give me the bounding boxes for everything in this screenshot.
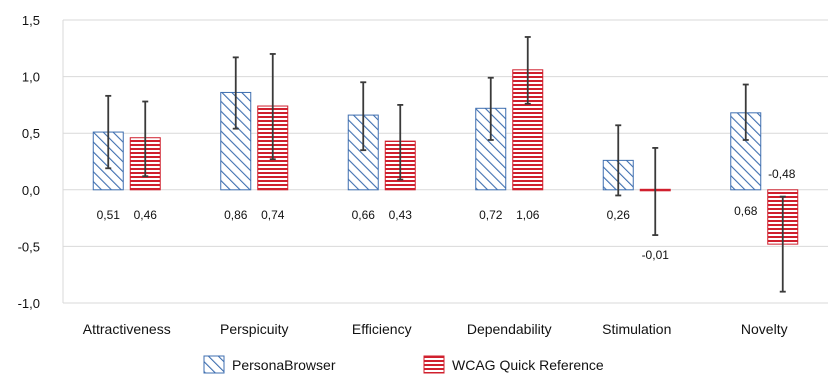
legend-swatch-wcag-quick-reference [423, 355, 445, 374]
error-bar-wcag-quick-reference-stimulation [652, 147, 659, 236]
data-label-personabrowser-stimulation: 0,26 [607, 208, 631, 222]
error-bar-personabrowser-novelty [742, 83, 749, 141]
data-label-wcag-quick-reference-stimulation: -0,01 [642, 248, 670, 262]
data-label-wcag-quick-reference-attractiveness: 0,46 [134, 208, 158, 222]
error-bar-personabrowser-stimulation [615, 124, 622, 197]
data-label-personabrowser-perspicuity: 0,86 [224, 208, 248, 222]
x-category-label-novelty: Novelty [741, 321, 788, 337]
error-bar-personabrowser-dependability [487, 76, 494, 141]
legend-swatch-personabrowser [203, 355, 225, 374]
data-label-wcag-quick-reference-novelty: -0,48 [768, 167, 796, 181]
data-label-personabrowser-novelty: 0,68 [734, 204, 758, 218]
x-category-label-efficiency: Efficiency [352, 321, 412, 337]
grid [62, 19, 828, 304]
legend: PersonaBrowser WCAG Quick Reference [203, 355, 604, 374]
x-category-label-perspicuity: Perspicuity [220, 321, 288, 337]
y-tick-label: 0,0 [22, 183, 40, 198]
bar-wcag-quick-reference-dependability [512, 69, 544, 191]
bars [92, 69, 799, 245]
data-label-personabrowser-attractiveness: 0,51 [97, 208, 121, 222]
error-bar-wcag-quick-reference-novelty [779, 195, 786, 293]
error-bar-wcag-quick-reference-attractiveness [142, 100, 149, 178]
error-bar-personabrowser-perspicuity [232, 56, 239, 130]
y-tick-label: 1,0 [22, 70, 40, 85]
x-category-label-dependability: Dependability [467, 321, 552, 337]
data-label-personabrowser-dependability: 0,72 [479, 208, 503, 222]
error-bars [105, 36, 786, 293]
x-category-label-attractiveness: Attractiveness [83, 321, 171, 337]
error-bar-wcag-quick-reference-perspicuity [269, 53, 276, 161]
y-tick-label: 0,5 [22, 126, 40, 141]
y-tick-label: 1,5 [22, 13, 40, 28]
data-label-wcag-quick-reference-dependability: 1,06 [516, 208, 540, 222]
x-category-label-stimulation: Stimulation [602, 321, 671, 337]
error-bar-personabrowser-efficiency [360, 81, 367, 152]
data-label-personabrowser-efficiency: 0,66 [352, 208, 376, 222]
legend-label-wcag-quick-reference: WCAG Quick Reference [452, 357, 604, 373]
x-axis-categories: Attractiveness Perspicuity Efficiency Depen… [83, 321, 788, 337]
data-labels: 0,51 0,46 0,86 0,74 0,66 0,43 0,72 1,06 0,26 -0,0… [97, 167, 796, 262]
data-label-wcag-quick-reference-perspicuity: 0,74 [261, 208, 285, 222]
data-label-wcag-quick-reference-efficiency: 0,43 [389, 208, 413, 222]
y-axis-ticks: 1,5 1,0 0,5 0,0 -0,5 -1,0 [18, 13, 40, 311]
error-bar-personabrowser-attractiveness [105, 94, 112, 170]
legend-label-personabrowser: PersonaBrowser [232, 357, 336, 373]
error-bar-wcag-quick-reference-efficiency [397, 104, 404, 181]
bar-personabrowser-dependability [475, 107, 507, 191]
error-bar-wcag-quick-reference-dependability [524, 36, 531, 105]
y-tick-label: -1,0 [18, 296, 40, 311]
y-tick-label: -0,5 [18, 239, 40, 254]
